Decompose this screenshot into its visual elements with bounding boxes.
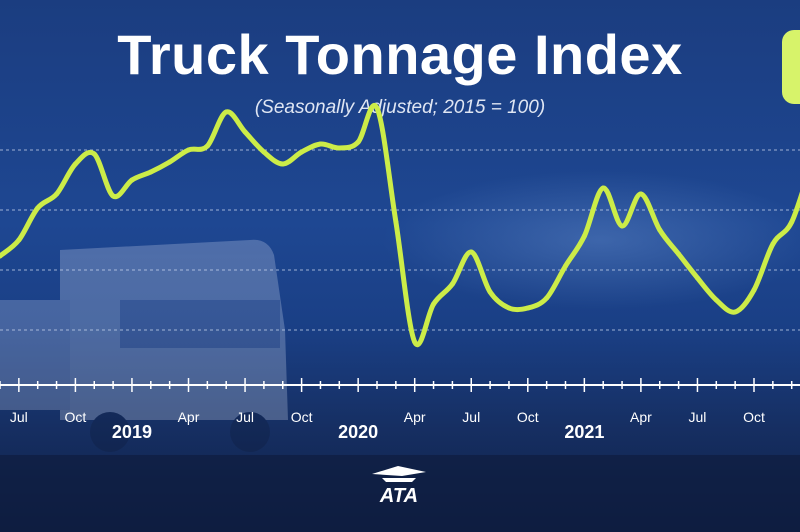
data-point: [468, 249, 474, 255]
data-point: [148, 169, 154, 175]
data-point: [544, 295, 550, 301]
data-point: [657, 227, 663, 233]
data-point: [186, 147, 191, 153]
data-point: [600, 185, 606, 191]
data-point: [789, 219, 795, 225]
x-tick-label: Oct: [517, 409, 539, 425]
data-point: [72, 161, 78, 167]
data-point: [525, 305, 531, 311]
data-point: [449, 281, 455, 287]
data-point: [242, 129, 248, 135]
data-point: [393, 219, 399, 225]
data-point: [280, 161, 286, 167]
data-point: [695, 275, 700, 281]
data-point: [770, 241, 776, 247]
x-tick-label: Apr: [404, 409, 426, 425]
data-point: [261, 149, 267, 155]
x-tick-label: Oct: [65, 409, 87, 425]
x-tick-label: Oct: [743, 409, 765, 425]
data-point: [318, 141, 323, 147]
year-label: 2021: [564, 422, 604, 442]
ata-logo: ATA: [372, 466, 426, 506]
x-tick-label: Apr: [630, 409, 652, 425]
data-point: [638, 191, 644, 197]
data-point: [0, 253, 3, 259]
data-point: [713, 297, 719, 303]
year-label: 2020: [338, 422, 378, 442]
data-point: [619, 223, 625, 229]
data-point: [16, 237, 22, 243]
data-point: [204, 143, 210, 149]
year-label: 2019: [112, 422, 152, 442]
data-point: [167, 159, 173, 165]
data-point: [223, 109, 229, 115]
data-point: [581, 233, 587, 239]
data-point: [412, 339, 418, 345]
highlight-badge: [782, 30, 800, 104]
x-tick-label: Oct: [291, 409, 313, 425]
data-point: [35, 205, 41, 211]
chart-title: Truck Tonnage Index: [117, 23, 683, 86]
data-point: [431, 301, 437, 307]
data-point: [732, 309, 738, 315]
data-point: [355, 139, 361, 145]
logo-text: ATA: [379, 485, 418, 506]
data-point: [91, 151, 97, 157]
data-point: [563, 263, 568, 269]
data-point: [336, 145, 342, 151]
x-tick-label: Jul: [10, 409, 28, 425]
data-point: [506, 305, 512, 311]
data-point: [676, 251, 682, 257]
data-point: [751, 287, 757, 293]
data-point: [110, 193, 116, 199]
chart-subtitle: (Seasonally Adjusted; 2015 = 100): [254, 97, 546, 118]
x-tick-label: Apr: [178, 409, 200, 425]
truck-silhouette: [0, 239, 288, 452]
series-line: [0, 102, 800, 348]
data-point: [129, 177, 135, 183]
data-point: [374, 105, 380, 111]
x-tick-label: Jul: [462, 409, 480, 425]
x-tick-label: Jul: [688, 409, 706, 425]
data-point: [299, 149, 305, 155]
data-point: [487, 289, 493, 295]
data-point: [54, 191, 60, 197]
x-tick-label: Jul: [236, 409, 254, 425]
